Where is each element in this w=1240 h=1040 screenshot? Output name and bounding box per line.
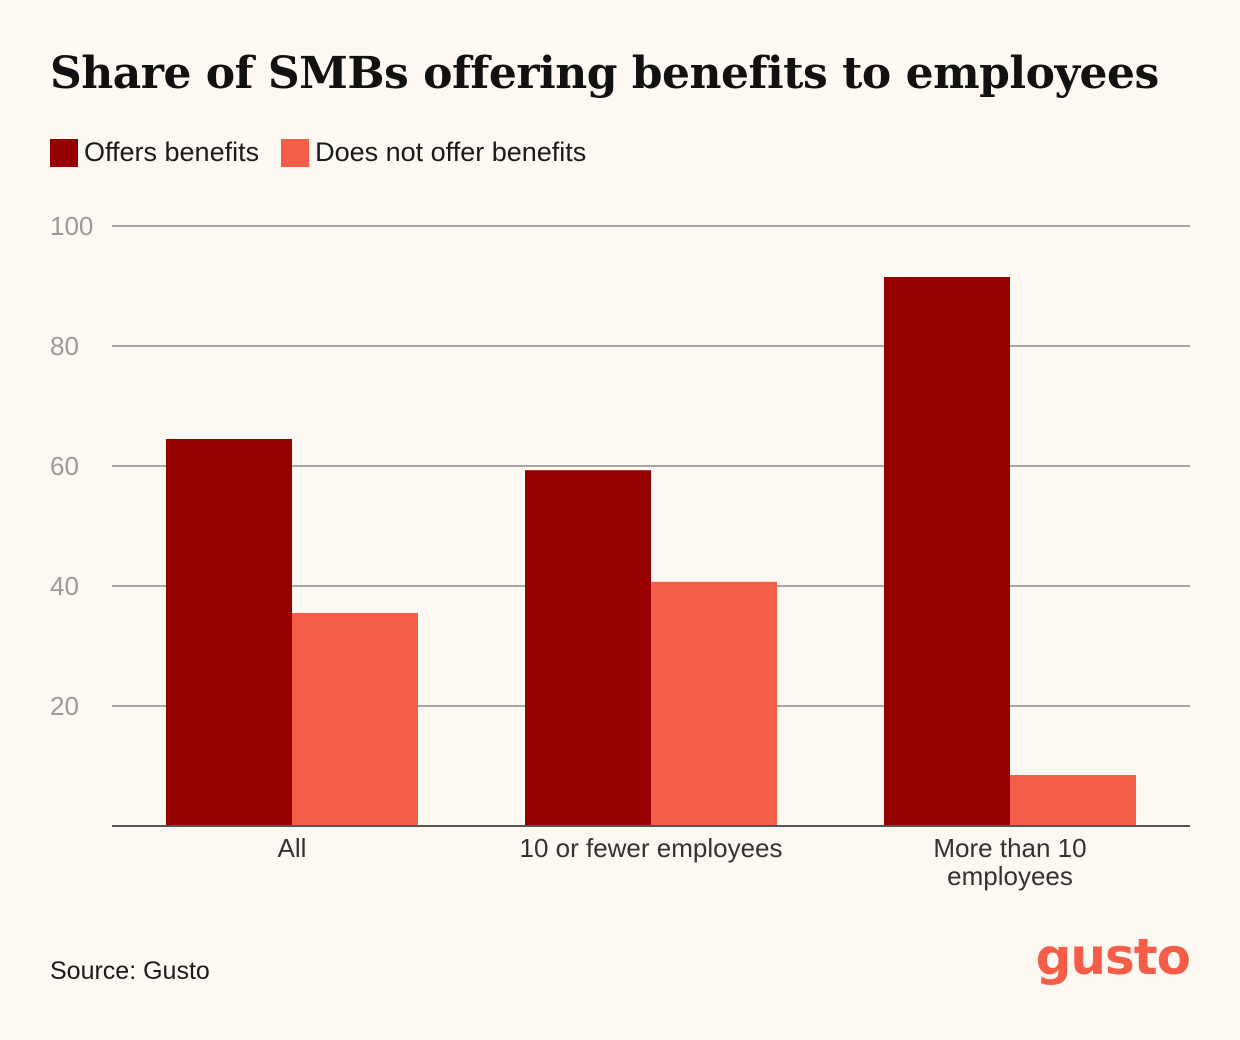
source-note: Source: Gusto	[50, 957, 210, 985]
x-tick-label-0: All	[278, 833, 307, 863]
x-tick-label-2-line-1: employees	[947, 861, 1073, 891]
legend-label-offers: Offers benefits	[84, 137, 260, 167]
bar-offers-2	[884, 277, 1010, 826]
legend-swatch-not-offers	[281, 138, 310, 167]
legend-item-not-offers: Does not offer benefits	[281, 137, 586, 168]
bar-offers-1	[525, 470, 651, 826]
x-tick-label-1: 10 or fewer employees	[519, 833, 782, 863]
legend-label-not-offers: Does not offer benefits	[315, 137, 587, 167]
bar-not-offers-0	[292, 613, 418, 826]
chart-title: Share of SMBs offering benefits to emplo…	[50, 48, 1159, 99]
x-tick-label-2-line-0: More than 10	[933, 833, 1086, 863]
y-tick-label-100: 100	[50, 211, 93, 241]
legend: Offers benefits Does not offer benefits	[50, 137, 608, 168]
bar-not-offers-2	[1010, 775, 1136, 826]
bar-offers-0	[166, 439, 292, 826]
legend-swatch-offers	[50, 138, 78, 167]
legend-item-offers: Offers benefits	[50, 137, 259, 168]
bar-not-offers-1	[651, 581, 777, 826]
gusto-logo: gusto	[1035, 928, 1191, 986]
y-tick-label-60: 60	[50, 451, 79, 481]
y-tick-label-80: 80	[50, 331, 79, 361]
y-tick-label-20: 20	[50, 691, 79, 721]
y-tick-label-40: 40	[50, 571, 79, 601]
